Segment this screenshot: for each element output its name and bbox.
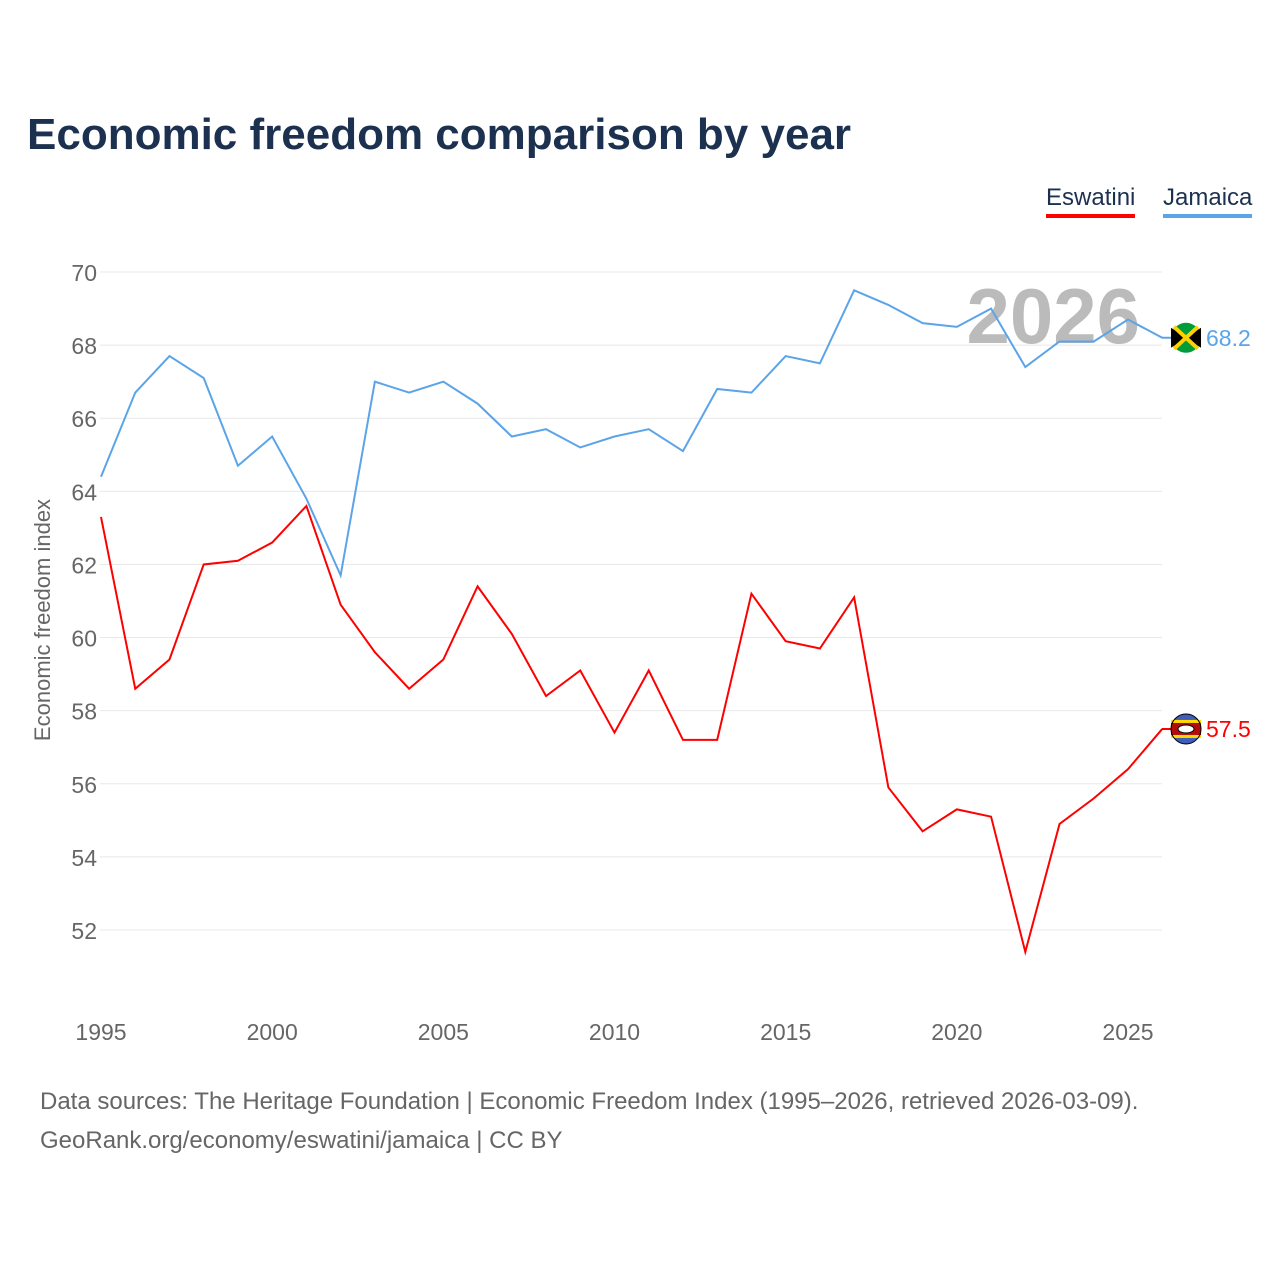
y-tick-label: 52: [71, 918, 97, 944]
flag-shield: [1177, 724, 1195, 734]
chart-title: Economic freedom comparison by year: [27, 110, 852, 159]
legend-jamaica[interactable]: Jamaica: [1163, 184, 1253, 218]
y-tick-label: 56: [71, 772, 97, 798]
series-line-eswatini: [100, 504, 1163, 956]
x-tick-label: 2020: [931, 1019, 982, 1045]
end-value-label-eswatini: 57.5: [1206, 716, 1251, 742]
series-line-jamaica: [100, 288, 1163, 579]
flag-border: [1170, 713, 1202, 745]
x-tick-label: 1995: [75, 1019, 126, 1045]
x-tick-label: 2000: [247, 1019, 298, 1045]
y-tick-label: 60: [71, 626, 97, 652]
y-tick-label: 58: [71, 699, 97, 725]
footer-link[interactable]: GeoRank.org/economy/eswatini/jamaica | C…: [40, 1127, 563, 1154]
end-value-label-jamaica: 68.2: [1206, 325, 1251, 351]
x-tick-label: 2015: [760, 1019, 811, 1045]
y-tick-label: 66: [71, 406, 97, 432]
y-tick-label: 62: [71, 552, 97, 578]
flag-saltire: [1172, 325, 1200, 351]
y-tick-label: 70: [71, 260, 97, 286]
y-tick-label: 64: [71, 479, 97, 505]
y-tick-label: 54: [71, 845, 97, 871]
y-axis-label: Economic freedom index: [30, 499, 55, 741]
y-tick-label: 68: [71, 333, 97, 359]
x-tick-label: 2025: [1102, 1019, 1153, 1045]
footer-sources: Data sources: The Heritage Foundation | …: [40, 1088, 1139, 1115]
x-tick-label: 2010: [589, 1019, 640, 1045]
x-tick-label: 2005: [418, 1019, 469, 1045]
legend-eswatini[interactable]: Eswatini: [1046, 184, 1136, 218]
